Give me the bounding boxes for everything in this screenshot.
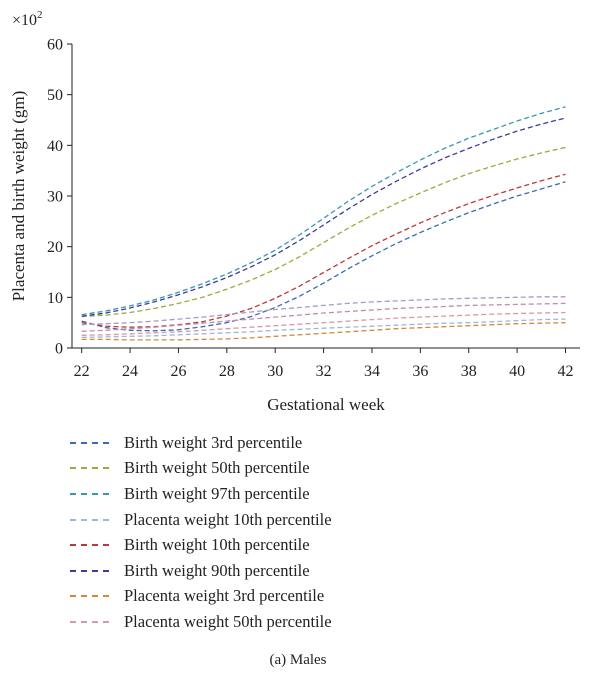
series-line-6 xyxy=(81,322,566,341)
y-tick-label: 40 xyxy=(47,138,63,155)
y-tick-label: 60 xyxy=(47,37,63,54)
figure-caption: (a) Males xyxy=(269,652,327,668)
legend-label: Birth weight 90th percentile xyxy=(124,560,310,580)
series-line-1 xyxy=(81,146,566,318)
legend: Birth weight 3rd percentile Birth weight … xyxy=(70,430,332,635)
legend-swatch xyxy=(70,569,114,572)
x-tick-label: 30 xyxy=(267,363,283,380)
legend-label: Placenta weight 50th percentile xyxy=(124,611,332,631)
legend-item: Birth weight 10th percentile xyxy=(70,532,332,558)
legend-swatch xyxy=(70,518,114,521)
line-chart: 0 10 20 30 40 50 60 22 24 26 28 30 32 34 36 38 40 42 ×10… xyxy=(9,9,580,414)
legend-item: Placenta weight 50th percentile xyxy=(70,609,332,635)
x-tick-label: 34 xyxy=(364,363,380,380)
series-line-0 xyxy=(81,181,566,332)
legend-swatch xyxy=(70,467,114,470)
y-multiplier-exponent: 2 xyxy=(37,9,43,21)
x-ticks: 22 24 26 28 30 32 34 36 38 40 42 xyxy=(74,348,573,380)
x-axis-title: Gestational week xyxy=(267,395,385,414)
legend-swatch xyxy=(70,595,114,598)
x-tick-label: 22 xyxy=(74,363,90,380)
legend-swatch xyxy=(70,544,114,547)
series-line-5 xyxy=(81,117,566,317)
x-tick-label: 32 xyxy=(316,363,332,380)
legend-label: Placenta weight 3rd percentile xyxy=(124,586,325,606)
legend-label: Birth weight 10th percentile xyxy=(124,535,310,555)
legend-item: Birth weight 97th percentile xyxy=(70,481,332,507)
legend-item: Birth weight 3rd percentile xyxy=(70,430,332,456)
legend-item: Birth weight 50th percentile xyxy=(70,456,332,482)
legend-swatch xyxy=(70,441,114,444)
x-tick-label: 38 xyxy=(461,363,477,380)
series-line-3 xyxy=(81,318,566,339)
x-tick-label: 42 xyxy=(557,363,573,380)
legend-label: Birth weight 97th percentile xyxy=(124,483,310,503)
series-line-8 xyxy=(81,302,566,332)
y-tick-label: 10 xyxy=(47,290,63,307)
y-axis-title: Placenta and birth weight (gm) xyxy=(9,91,28,302)
series-line-2 xyxy=(81,106,566,316)
legend-label: Birth weight 3rd percentile xyxy=(124,432,303,452)
legend-item: Birth weight 90th percentile xyxy=(70,558,332,584)
y-tick-label: 0 xyxy=(55,341,63,358)
legend-item: Placenta weight 10th percentile xyxy=(70,507,332,533)
legend-label: Birth weight 50th percentile xyxy=(124,458,310,478)
legend-item: Placenta weight 3rd percentile xyxy=(70,584,332,610)
x-tick-label: 26 xyxy=(170,363,186,380)
series-lines xyxy=(81,106,566,341)
x-tick-label: 40 xyxy=(509,363,525,380)
plot-area: 0 10 20 30 40 50 60 22 24 26 28 30 32 34 36 38 40 42 xyxy=(47,37,580,380)
x-tick-label: 28 xyxy=(219,363,235,380)
legend-swatch xyxy=(70,620,114,623)
series-line-9 xyxy=(81,296,566,326)
y-tick-label: 50 xyxy=(47,87,63,104)
y-multiplier: ×102 xyxy=(12,9,43,29)
y-tick-label: 30 xyxy=(47,189,63,206)
legend-swatch xyxy=(70,492,114,495)
series-line-7 xyxy=(81,311,566,336)
x-tick-label: 36 xyxy=(412,363,428,380)
x-tick-label: 24 xyxy=(122,363,138,380)
y-tick-label: 20 xyxy=(47,239,63,256)
y-ticks: 0 10 20 30 40 50 60 xyxy=(47,37,72,358)
legend-label: Placenta weight 10th percentile xyxy=(124,509,332,529)
